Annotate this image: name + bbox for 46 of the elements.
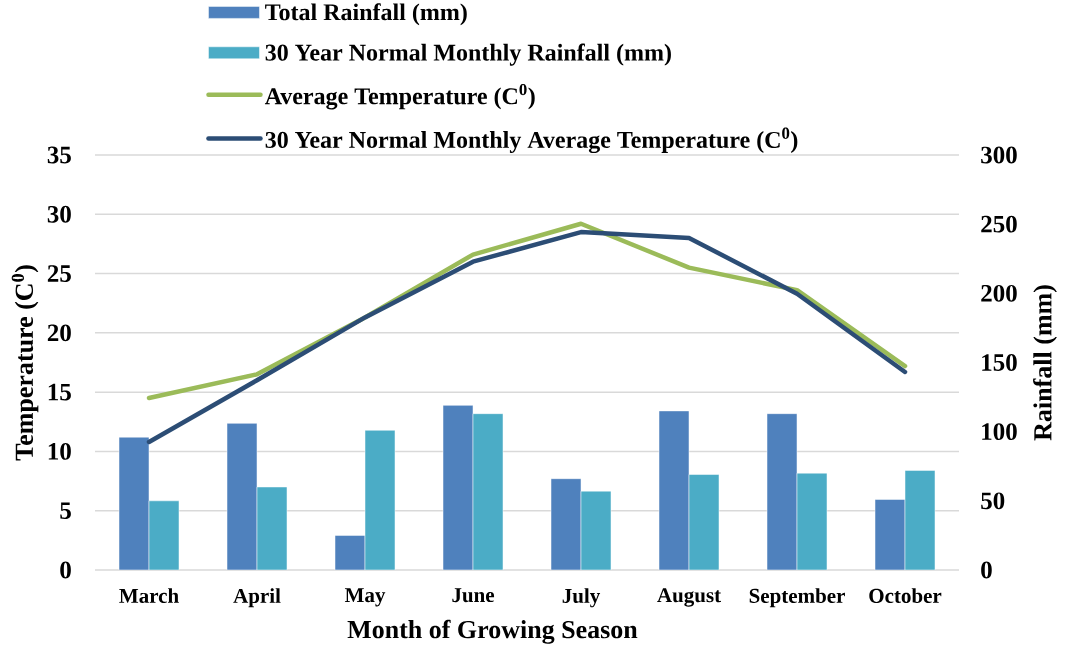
y2-tick-label: 250 bbox=[981, 215, 1017, 233]
y-tick-label: 35 bbox=[47, 146, 71, 164]
bar bbox=[658, 410, 690, 570]
x-tick-label: October bbox=[869, 588, 942, 603]
bar bbox=[580, 490, 612, 570]
x-tick-label: June bbox=[452, 588, 495, 603]
y-tick-label: 30 bbox=[47, 205, 71, 223]
legend-label: Total Rainfall (mm) bbox=[265, 3, 467, 26]
y2-tick-label: 100 bbox=[982, 423, 1017, 441]
bar bbox=[472, 413, 504, 570]
x-tick-label: March bbox=[119, 588, 179, 603]
bar bbox=[550, 478, 582, 570]
x-tick-label: August bbox=[657, 588, 721, 607]
y2-axis-title: Rainfall (mm) bbox=[1033, 285, 1057, 441]
y-tick-label: 10 bbox=[48, 442, 71, 460]
y2-tick-label: 300 bbox=[981, 146, 1017, 164]
y2-tick-label: 150 bbox=[982, 354, 1017, 371]
legend-label: 30 Year Normal Monthly Rainfall (mm) bbox=[265, 43, 671, 66]
bar bbox=[796, 472, 828, 570]
y-tick-label: 20 bbox=[47, 324, 71, 342]
bar bbox=[256, 486, 288, 570]
legend-label: Average Temperature (C$^{0}$) bbox=[264, 83, 535, 110]
bar bbox=[118, 436, 150, 570]
x-tick-label: July bbox=[562, 588, 601, 608]
y2-tick-label: 0 bbox=[981, 561, 992, 579]
bar bbox=[442, 405, 474, 570]
bar bbox=[148, 500, 180, 570]
x-tick-label: September bbox=[749, 588, 845, 608]
bar bbox=[904, 470, 936, 570]
bar bbox=[874, 499, 906, 570]
x-tick-label: May bbox=[344, 588, 386, 607]
bar bbox=[226, 423, 258, 570]
y-axis-title: Temperature (C$^{0}$) bbox=[11, 265, 39, 461]
y-tick-label: 25 bbox=[47, 265, 71, 282]
line-series bbox=[146, 229, 908, 445]
bar bbox=[688, 474, 720, 570]
legend-label: 30 Year Normal Monthly Average Temperature (C$^{0}$) bbox=[265, 127, 798, 154]
x-axis-title: Month of Growing Season bbox=[347, 619, 638, 644]
x-tick-label: April bbox=[233, 588, 281, 608]
bar bbox=[364, 430, 396, 570]
y2-tick-label: 50 bbox=[981, 492, 1005, 510]
y-tick-label: 0 bbox=[60, 561, 71, 579]
y-tick-label: 15 bbox=[48, 383, 71, 401]
y-tick-label: 5 bbox=[60, 502, 71, 520]
y2-tick-label: 200 bbox=[981, 284, 1017, 302]
bar bbox=[766, 413, 798, 570]
